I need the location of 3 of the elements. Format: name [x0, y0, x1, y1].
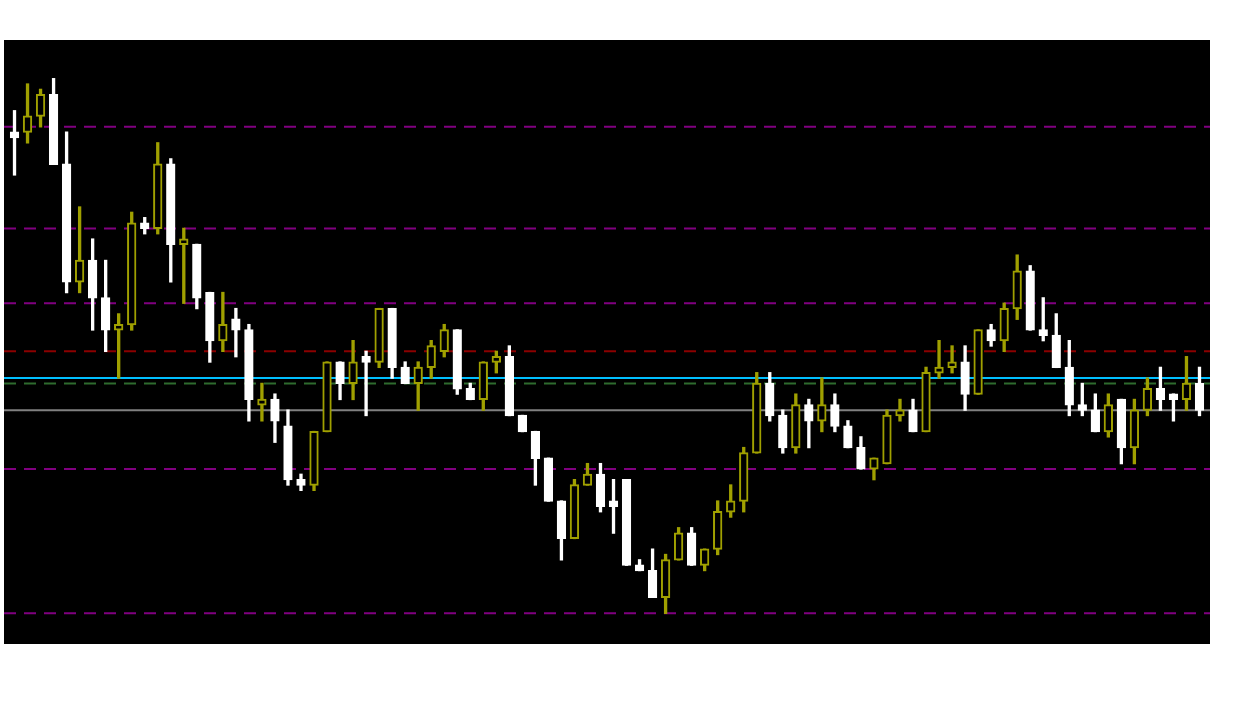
- candlestick: [231, 307, 241, 358]
- candlestick: [361, 350, 371, 417]
- candlestick: [947, 345, 957, 374]
